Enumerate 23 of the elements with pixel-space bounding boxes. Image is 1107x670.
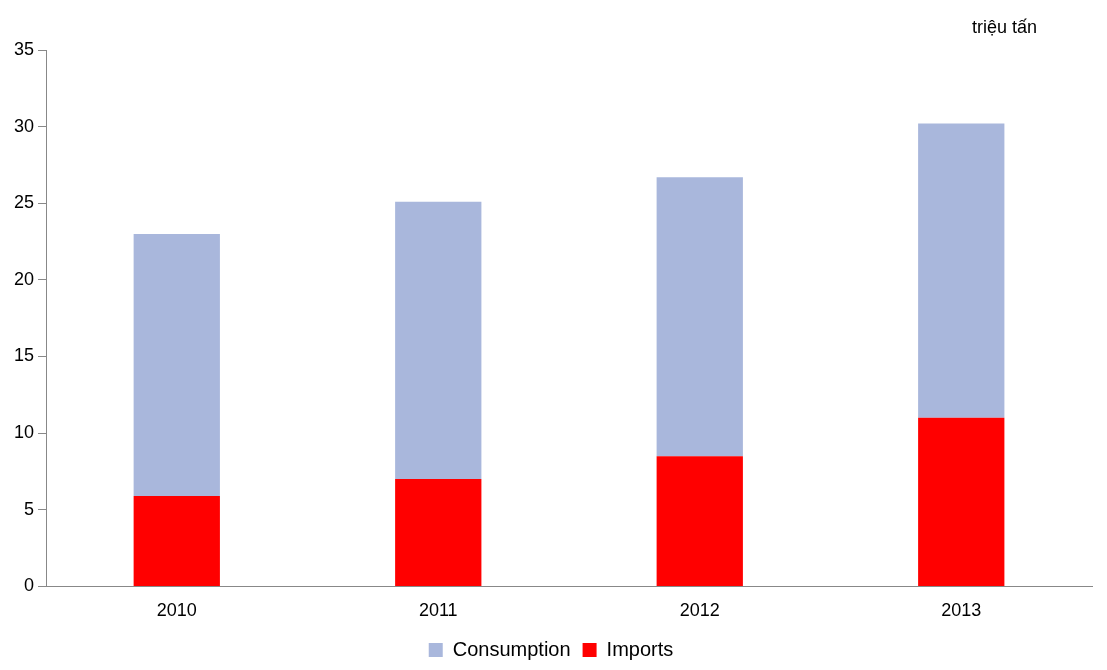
y-axis-title: triệu tấn [971, 16, 1037, 37]
y-tick-label: 35 [13, 38, 35, 59]
bar [656, 456, 743, 586]
bar [395, 201, 482, 480]
y-tick-label: 5 [24, 498, 35, 519]
y-tick-label: 0 [24, 575, 35, 596]
legend-label: Consumption [452, 637, 571, 660]
y-tick-label: 20 [13, 268, 35, 289]
bar [133, 495, 220, 586]
legend-label: Imports [606, 637, 674, 660]
y-tick-label: 25 [13, 192, 35, 213]
y-tick-label: 30 [13, 115, 35, 136]
bar [656, 177, 743, 457]
y-tick-label: 15 [13, 345, 35, 366]
x-tick-label: 2013 [941, 600, 982, 621]
y-tick-label: 10 [13, 422, 35, 443]
bar [918, 417, 1005, 586]
x-tick-label: 2011 [418, 600, 458, 621]
x-tick-label: 2010 [156, 600, 197, 621]
bar [918, 123, 1005, 418]
bar [133, 233, 220, 496]
x-tick-label: 2012 [679, 600, 720, 621]
bar [395, 479, 482, 586]
